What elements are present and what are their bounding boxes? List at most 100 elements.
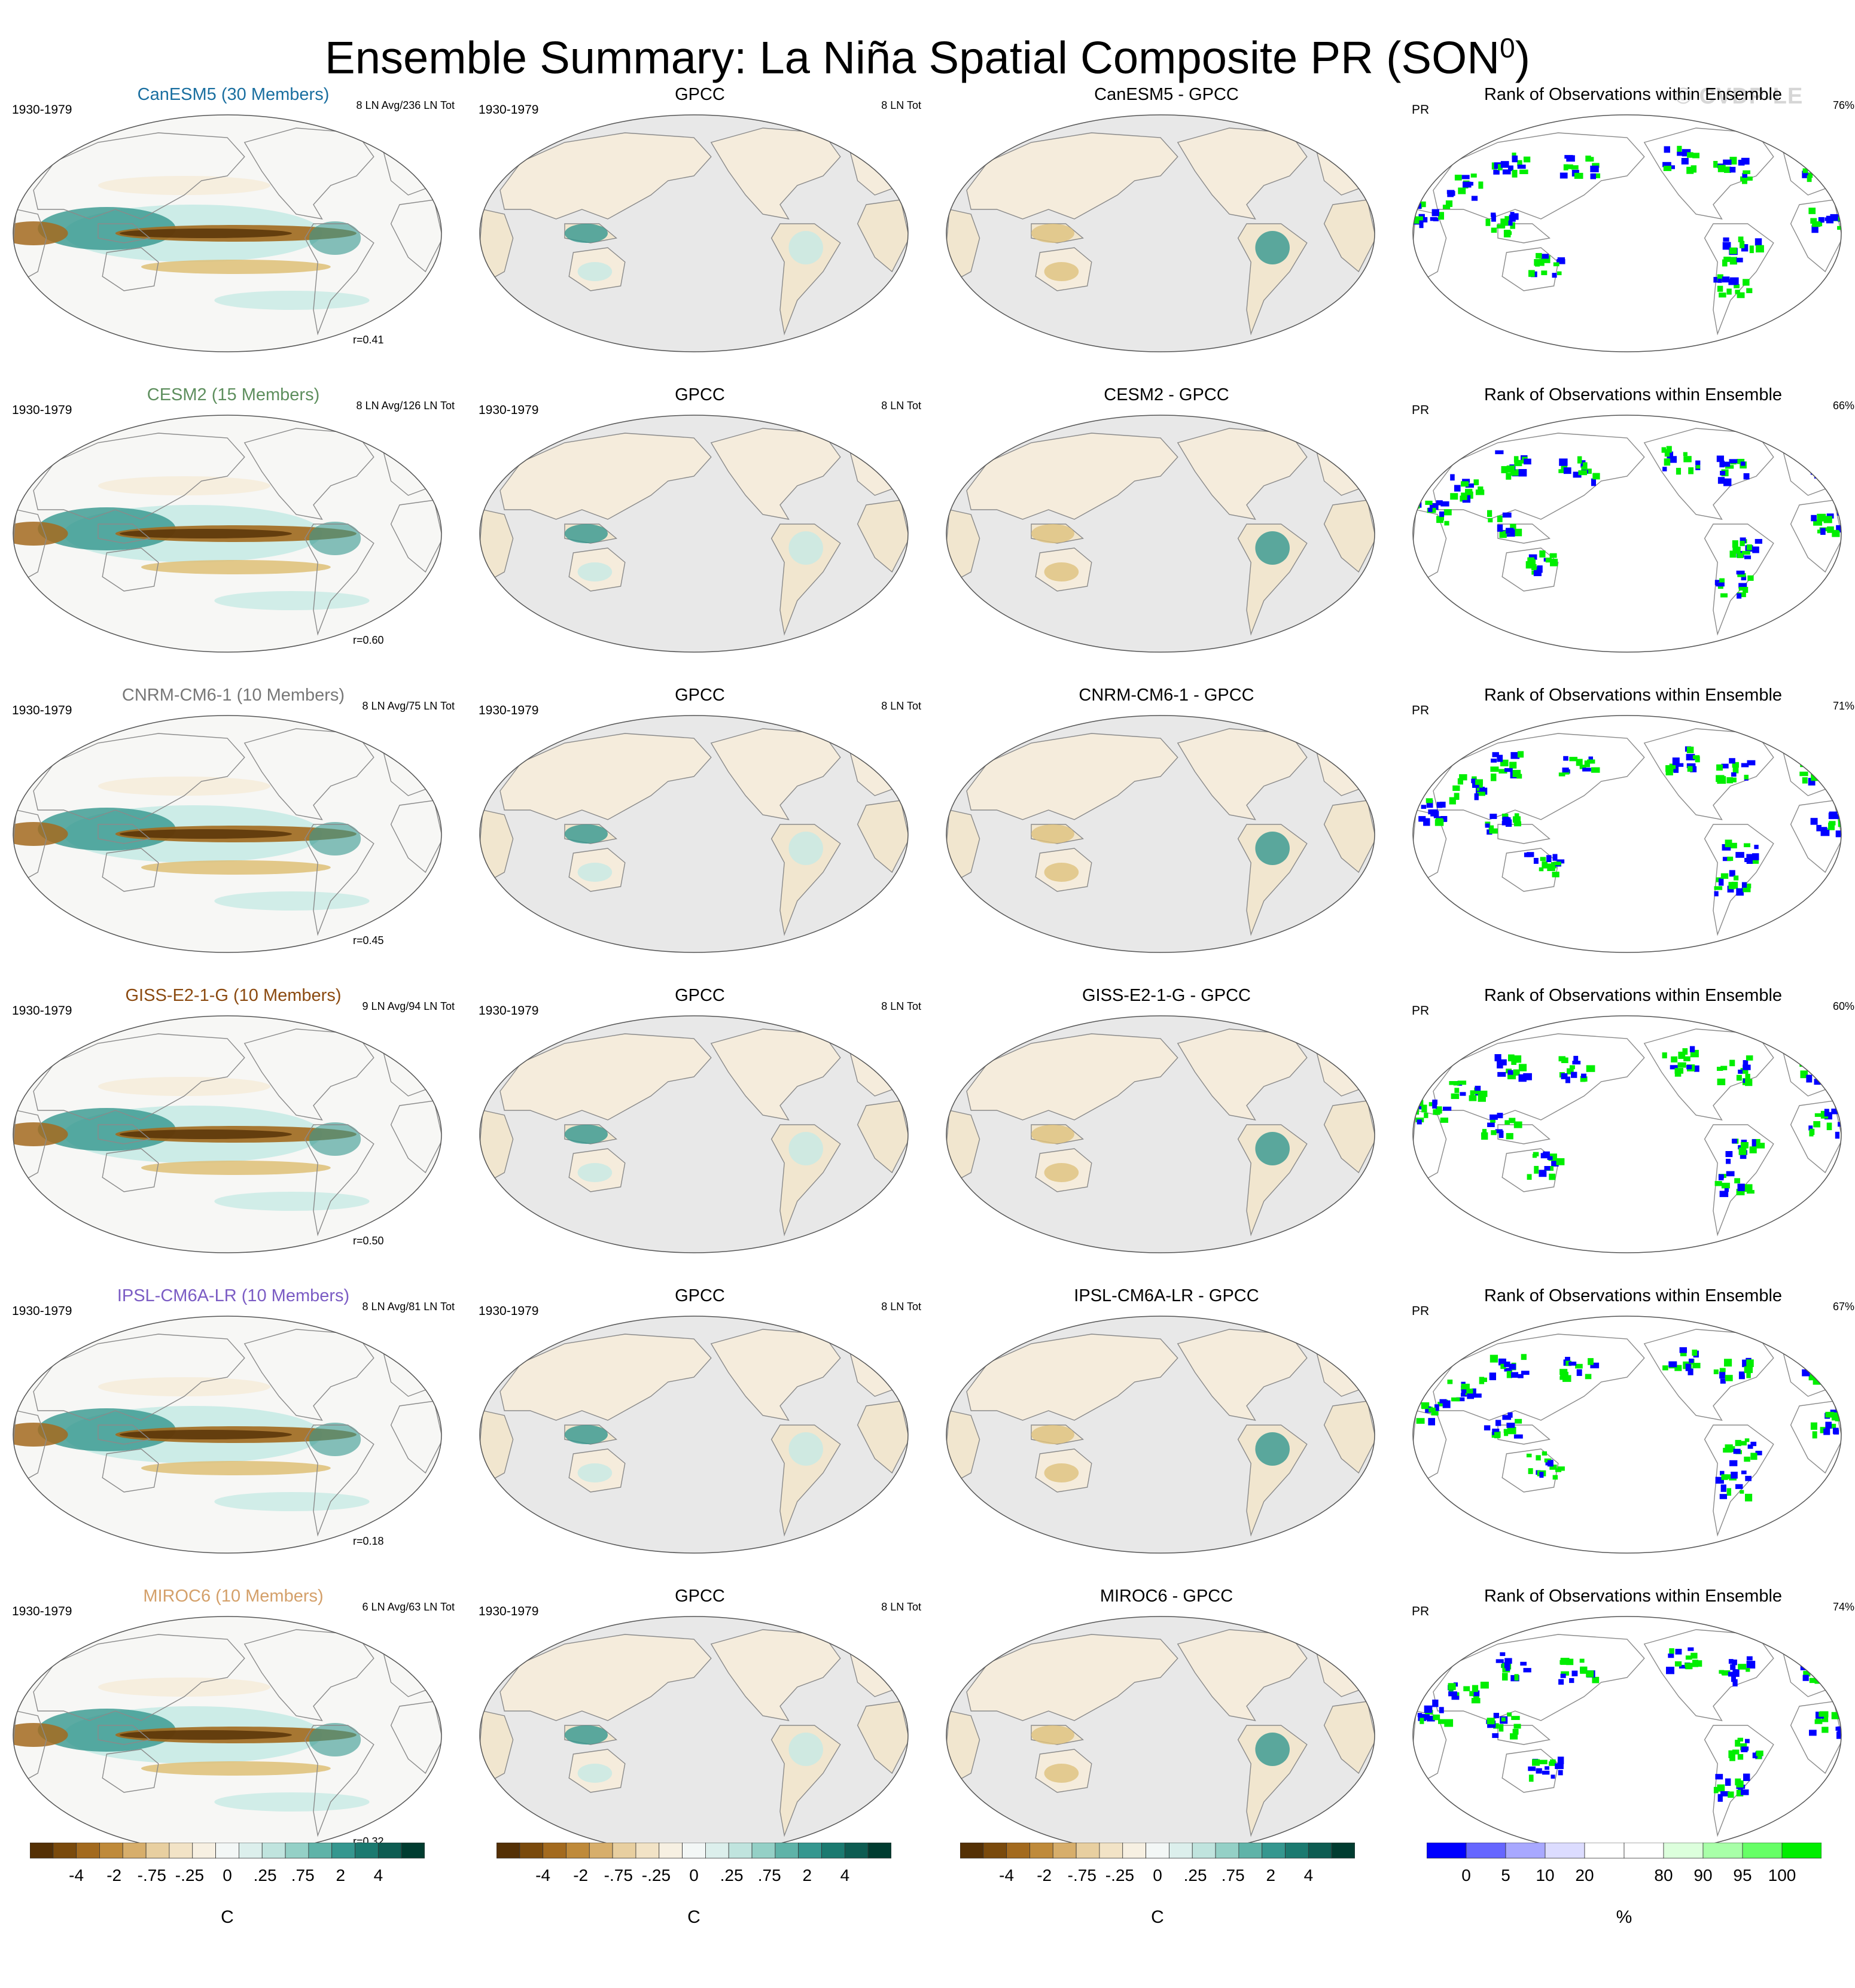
colorbar-swatch: [285, 1843, 309, 1859]
panel-ln-count: 8 LN Tot: [881, 400, 921, 412]
continent-outline: [102, 547, 159, 592]
continent-outline: [304, 223, 374, 336]
continent-outline: [1413, 1410, 1447, 1484]
panel-ln-count: 76%: [1832, 99, 1854, 111]
continent-outline: [98, 1124, 151, 1144]
colorbar-tick-label: -2: [1037, 1866, 1052, 1885]
pattern-correlation: r=0.18: [353, 1535, 384, 1547]
colorbar-tick-label: -.75: [604, 1866, 633, 1885]
watermark: © CVDP-LE: [1675, 84, 1804, 109]
continent-outline: [770, 223, 841, 336]
continent-outline: [98, 523, 151, 544]
panel-title: Rank of Observations within Ensemble: [1484, 986, 1783, 1005]
continent-outline: [499, 1334, 712, 1421]
colorbar-swatch: [1169, 1843, 1193, 1859]
continent-outline: [102, 1749, 159, 1793]
panel-title: CNRM-CM6-1 - GPCC: [1079, 686, 1254, 705]
rank-panel: Rank of Observations within Ensemble PR 67…: [1406, 1267, 1855, 1566]
title-text: Ensemble Summary: La Niña Spatial Compos…: [325, 32, 1500, 84]
panel-period-label: PR: [1412, 1004, 1430, 1018]
continent-outline: [1501, 1749, 1559, 1793]
panel-period-label: 1930-1979: [479, 403, 539, 417]
colorbar-tick-label: 0: [1461, 1866, 1471, 1885]
panel-period-label: 1930-1979: [479, 1605, 539, 1618]
obs-map: [479, 1616, 909, 1854]
colorbar-obs: -4 -2 -.75 -.25 0 .25 .75 2 4 C: [497, 1843, 891, 1927]
pattern-correlation: r=0.50: [353, 1235, 384, 1247]
colorbar-swatch: [612, 1843, 636, 1859]
colorbar-tick-label: 100: [1768, 1866, 1796, 1885]
rank-panel: Rank of Observations within Ensemble PR 76…: [1406, 66, 1855, 365]
colorbar-swatch: [1545, 1843, 1585, 1859]
continent-outline: [13, 209, 47, 282]
colorbar-swatch: [1505, 1843, 1546, 1859]
colorbar-tick-label: .75: [291, 1866, 315, 1885]
continent-outline: [966, 1634, 1178, 1721]
colorbar-tick-label: -.25: [1105, 1866, 1134, 1885]
panel-period-label: 1930-1979: [479, 1004, 539, 1018]
continent-outline: [966, 433, 1178, 520]
rank-panel: Rank of Observations within Ensemble PR 66…: [1406, 366, 1855, 665]
diff-map: [946, 415, 1375, 653]
panel-period-label: PR: [1412, 103, 1430, 117]
rank-map: [1412, 1015, 1842, 1253]
colorbar-swatch: [53, 1843, 77, 1859]
colorbar-tick-label: 0: [1153, 1866, 1162, 1885]
continent-outline: [499, 1634, 712, 1721]
obs-map: [479, 715, 909, 953]
panel-ln-count: 8 LN Avg/75 LN Tot: [362, 700, 455, 712]
colorbar-tick-label: 5: [1501, 1866, 1510, 1885]
continent-outline: [1433, 132, 1645, 220]
continent-outline: [1704, 824, 1774, 936]
colorbar-swatch: [76, 1843, 100, 1859]
diff-map: [946, 1316, 1375, 1554]
panel-title: IPSL-CM6A-LR - GPCC: [1074, 1286, 1259, 1305]
colorbar-diff: -4 -2 -.75 -.25 0 .25 .75 2 4 C: [960, 1843, 1355, 1927]
panel-title: Rank of Observations within Ensemble: [1484, 1587, 1783, 1606]
colorbar-tick-label: -2: [106, 1866, 121, 1885]
obs-panel: GPCC 1930-1979 8 LN Tot: [473, 967, 927, 1266]
colorbar-unit: C: [687, 1907, 700, 1927]
colorbar-swatch: [401, 1843, 425, 1859]
colorbar-tick-label: -2: [573, 1866, 588, 1885]
rank-map: [1412, 114, 1842, 352]
model-map: [13, 1015, 442, 1253]
model-map: [13, 1316, 442, 1554]
colorbar-tick-label: 2: [336, 1866, 346, 1885]
panel-ln-count: 66%: [1832, 400, 1854, 412]
colorbar-swatch: [659, 1843, 683, 1859]
colorbar-swatch: [1052, 1843, 1077, 1859]
panel-title: GPCC: [675, 986, 725, 1005]
panel-title: MIROC6 - GPCC: [1099, 1587, 1233, 1606]
colorbar-swatch: [145, 1843, 170, 1859]
rank-panel: Rank of Observations within Ensemble PR 60…: [1406, 967, 1855, 1266]
colorbar-tick-label: -.75: [1068, 1866, 1096, 1885]
colorbar-swatch: [1663, 1843, 1704, 1859]
continent-outline: [98, 1725, 151, 1745]
continent-outline: [33, 733, 245, 820]
colorbar-swatch: [519, 1843, 544, 1859]
continent-outline: [33, 132, 245, 220]
colorbar-unit: %: [1616, 1907, 1632, 1927]
colorbar-tick-label: 0: [223, 1866, 232, 1885]
continent-outline: [1433, 733, 1645, 820]
model-panel: CanESM5 (30 Members) 1930-1979 8 LN Avg/23…: [6, 66, 461, 365]
continent-outline: [13, 1410, 47, 1484]
continent-outline: [13, 509, 47, 583]
colorbar-swatch: [1076, 1843, 1100, 1859]
rank-panel: Rank of Observations within Ensemble PR 74…: [1406, 1567, 1855, 1867]
continent-outline: [499, 1033, 712, 1121]
colorbar-swatch: [867, 1843, 891, 1859]
colorbar-tick-label: 90: [1693, 1866, 1712, 1885]
colorbar-swatch: [1623, 1843, 1664, 1859]
colorbar-swatch: [682, 1843, 706, 1859]
panel-ln-count: 8 LN Avg/81 LN Tot: [362, 1301, 455, 1313]
continent-outline: [33, 1334, 245, 1421]
continent-outline: [1704, 1124, 1774, 1237]
panel-period-label: PR: [1412, 1304, 1430, 1318]
colorbar-swatch: [543, 1843, 566, 1859]
continent-outline: [102, 247, 159, 291]
panel-ln-count: 60%: [1832, 1000, 1854, 1012]
panel-title: GISS-E2-1-G - GPCC: [1082, 986, 1251, 1005]
obs-map: [479, 415, 909, 653]
